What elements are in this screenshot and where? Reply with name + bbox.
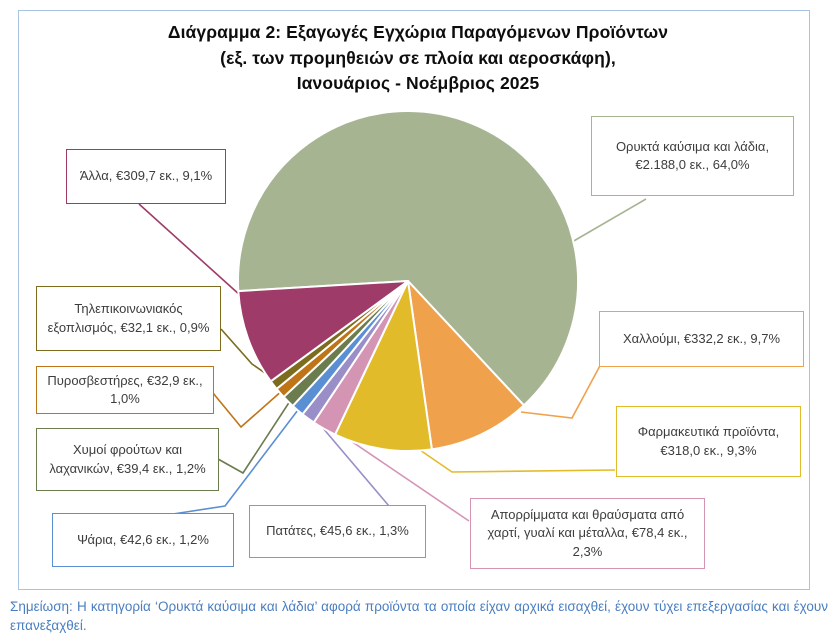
- callout-halloumi: Χαλλούμι, €332,2 εκ., 9,7%: [599, 311, 804, 367]
- pie-slice-halloumi: [407, 280, 525, 451]
- leader-line-minerals: [571, 198, 647, 243]
- callout-extinguishers: Πυροσβεστήρες, €32,9 εκ., 1,0%: [36, 366, 214, 415]
- callout-waste: Απορρίμματα και θραύσματα από χαρτί, γυα…: [470, 498, 705, 569]
- callout-potatoes: Πατάτες, €45,6 εκ., 1,3%: [249, 505, 426, 558]
- callout-pharma: Φαρμακευτικά προϊόντα, €318,0 εκ., 9,3%: [616, 406, 801, 477]
- chart-footnote: Σημείωση: Η κατηγορία ‘Ορυκτά καύσιμα κα…: [10, 599, 828, 633]
- callout-minerals: Ορυκτά καύσιμα και λάδια, €2.188,0 εκ., …: [591, 116, 794, 196]
- callout-juices: Χυμοί φρούτων και λαχανικών, €39,4 εκ., …: [36, 428, 219, 491]
- pie-slice-other: [237, 280, 409, 383]
- pie-slice-minerals: [237, 110, 579, 407]
- callout-other: Άλλα, €309,7 εκ., 9,1%: [66, 149, 226, 204]
- leader-line-other: [138, 203, 242, 297]
- leader-line-pharma: [416, 447, 616, 473]
- leader-line-extinguishers: [212, 388, 285, 429]
- callout-fish: Ψάρια, €42,6 εκ., 1,2%: [52, 513, 234, 567]
- chart-title: Διάγραμμα 2: Εξαγωγές Εγχώρια Παραγόμενω…: [167, 22, 669, 94]
- leader-line-halloumi: [520, 361, 603, 419]
- leader-line-juices: [217, 397, 293, 475]
- leader-line-fish: [172, 405, 302, 515]
- pie-slice-pharma: [334, 280, 433, 452]
- callout-telecom: Τηλεπικοινωνιακός εξοπλισμός, €32,1 εκ.,…: [36, 286, 221, 351]
